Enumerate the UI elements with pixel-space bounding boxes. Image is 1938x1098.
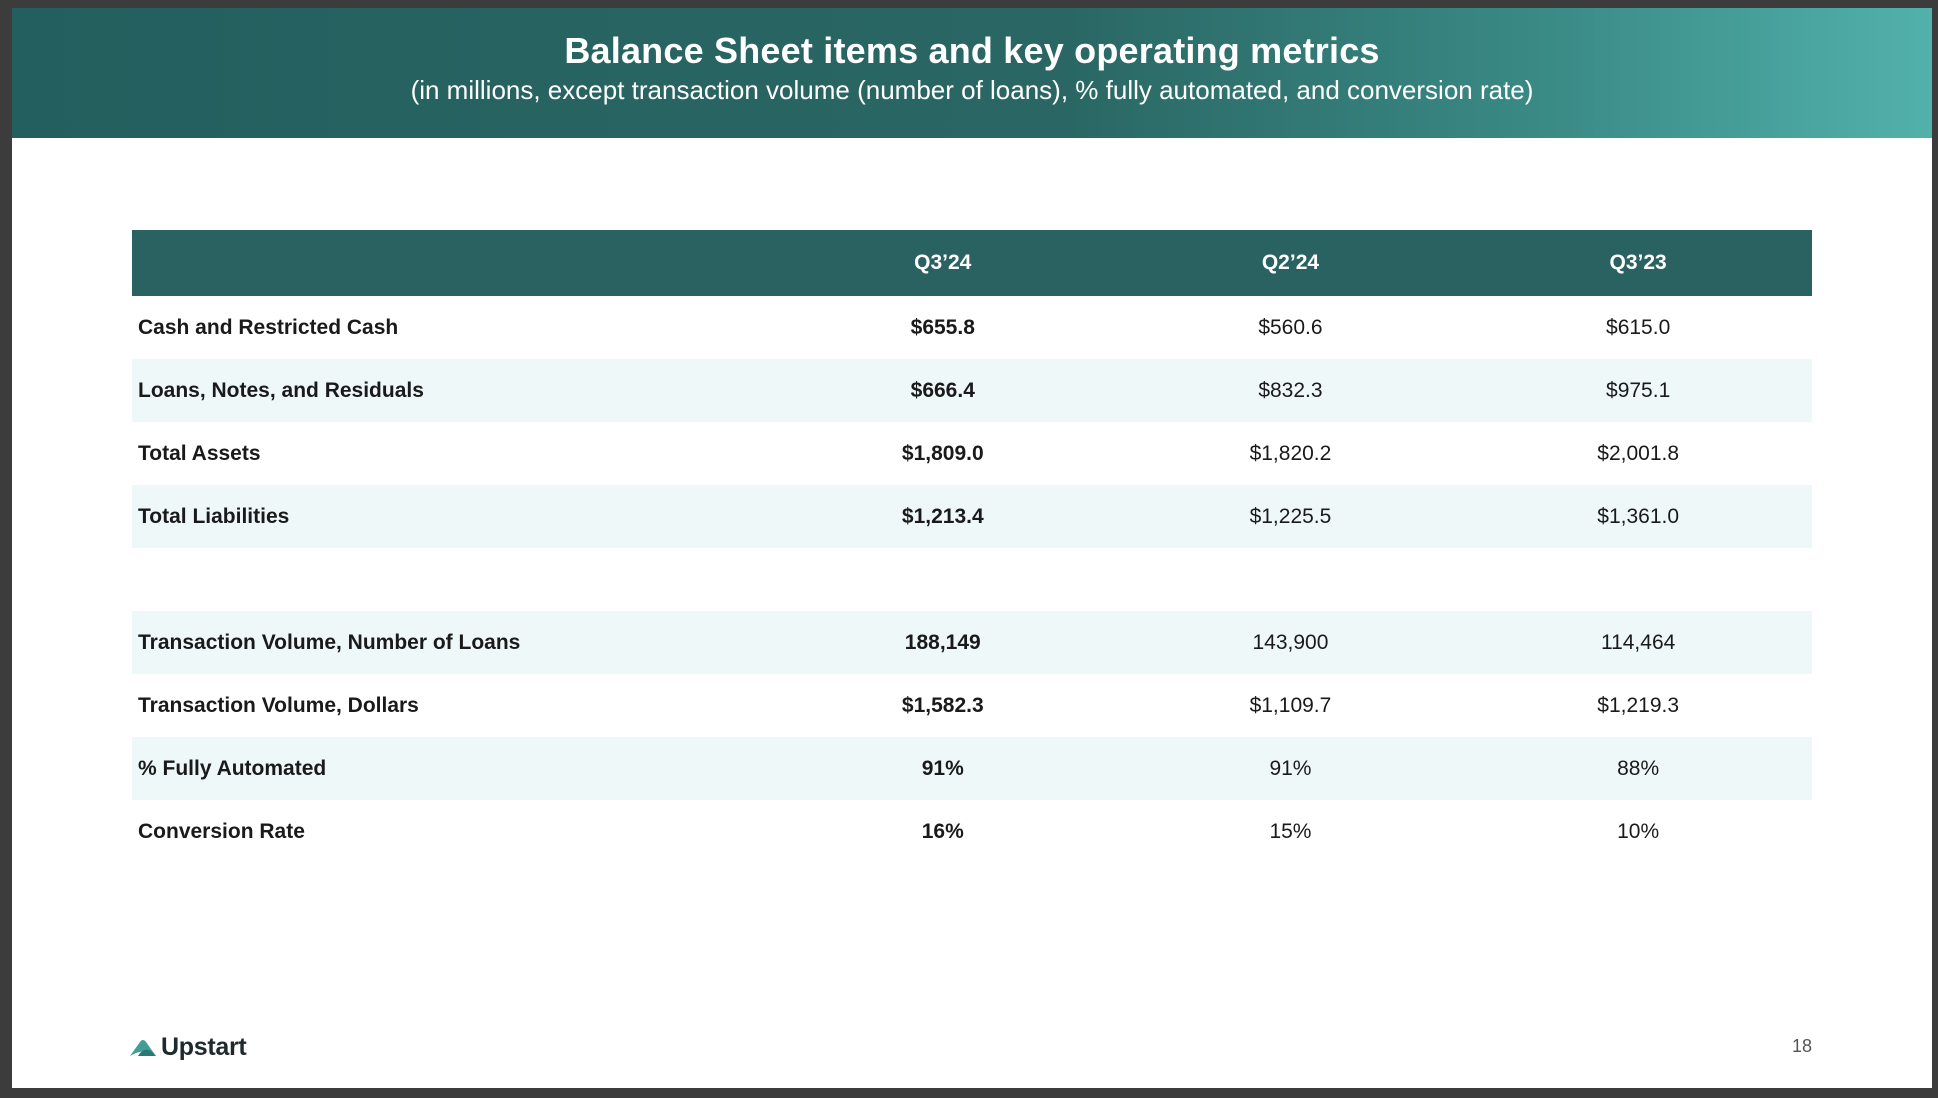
row-label: Loans, Notes, and Residuals (138, 378, 424, 402)
page-number: 18 (1791, 1036, 1812, 1056)
value-q3-24: 188,149 (904, 630, 981, 654)
table-row: Loans, Notes, and Residuals $666.4 $832.… (132, 359, 1812, 422)
table-row: Conversion Rate 16% 15% 10% (132, 800, 1812, 863)
value-q3-24: $655.8 (910, 315, 975, 339)
table-row: Transaction Volume, Dollars $1,582.3 $1,… (132, 674, 1812, 737)
row-label: Total Liabilities (138, 504, 290, 528)
slide-title: Balance Sheet items and key operating me… (564, 30, 1380, 71)
slide-subtitle: (in millions, except transaction volume … (410, 75, 1534, 105)
value-q3-24: $1,809.0 (901, 441, 984, 465)
value-q2-24: 15% (1269, 819, 1312, 843)
value-q3-23: $1,361.0 (1597, 504, 1680, 528)
metrics-table: Q3’24 Q2’24 Q3’23 Cash and Restricted Ca… (132, 230, 1812, 863)
table-row: Total Liabilities $1,213.4 $1,225.5 $1,3… (132, 485, 1812, 548)
table-row: % Fully Automated 91% 91% 88% (132, 737, 1812, 800)
value-q2-24: 143,900 (1252, 630, 1329, 654)
value-q3-24: $1,213.4 (901, 504, 984, 528)
value-q2-24: $1,109.7 (1249, 693, 1332, 717)
value-q3-24: 91% (921, 756, 964, 780)
slide-header: Balance Sheet items and key operating me… (12, 8, 1932, 138)
table-header-row: Q3’24 Q2’24 Q3’23 (132, 230, 1812, 296)
slide: Balance Sheet items and key operating me… (12, 8, 1932, 1088)
value-q3-24: $1,582.3 (901, 693, 984, 717)
value-q3-23: $2,001.8 (1597, 441, 1680, 465)
row-label: Transaction Volume, Number of Loans (138, 630, 521, 654)
value-q3-24: $666.4 (910, 378, 975, 402)
row-label: Transaction Volume, Dollars (138, 693, 419, 717)
row-label: Cash and Restricted Cash (138, 315, 399, 339)
upstart-cloud-icon (128, 1036, 158, 1058)
value-q3-23: $615.0 (1606, 315, 1671, 339)
table-row: Cash and Restricted Cash $655.8 $560.6 $… (132, 296, 1812, 359)
value-q2-24: $560.6 (1258, 315, 1323, 339)
table-row: Transaction Volume, Number of Loans 188,… (132, 611, 1812, 674)
table-spacer-row (132, 548, 1812, 611)
value-q2-24: $1,820.2 (1249, 441, 1332, 465)
brand-name: Upstart (161, 1032, 247, 1061)
row-label: % Fully Automated (138, 756, 327, 780)
value-q3-23: 10% (1617, 819, 1660, 843)
value-q2-24: 91% (1269, 756, 1312, 780)
value-q3-23: 88% (1617, 756, 1660, 780)
value-q3-24: 16% (921, 819, 964, 843)
table-row: Total Assets $1,809.0 $1,820.2 $2,001.8 (132, 422, 1812, 485)
row-label: Conversion Rate (138, 819, 305, 843)
value-q2-24: $1,225.5 (1249, 504, 1332, 528)
value-q3-23: $1,219.3 (1597, 693, 1680, 717)
value-q3-23: $975.1 (1606, 378, 1671, 402)
row-label: Total Assets (138, 441, 261, 465)
column-header-q3-23: Q3’23 (1609, 251, 1667, 274)
value-q3-23: 114,464 (1600, 630, 1676, 654)
upstart-logo: Upstart (128, 1032, 247, 1062)
value-q2-24: $832.3 (1258, 378, 1323, 402)
column-header-q3-24: Q3’24 (914, 251, 972, 274)
column-header-q2-24: Q2’24 (1261, 251, 1320, 274)
